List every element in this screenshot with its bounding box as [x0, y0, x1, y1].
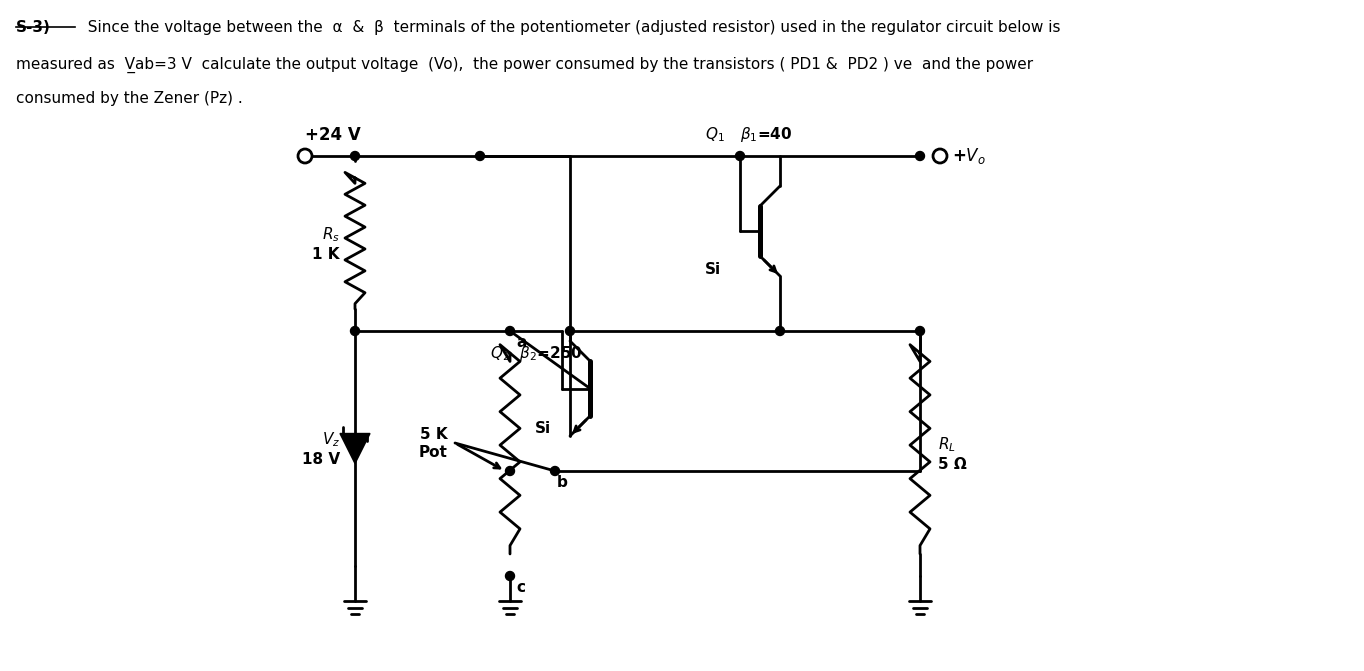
Polygon shape [340, 433, 370, 464]
Circle shape [506, 572, 514, 580]
Circle shape [297, 149, 312, 163]
Text: Si: Si [535, 421, 551, 436]
Text: a: a [516, 335, 527, 350]
Circle shape [915, 327, 925, 336]
Text: $Q_2$  $\beta_2$=250: $Q_2$ $\beta_2$=250 [490, 344, 582, 364]
Text: b: b [557, 475, 567, 490]
Text: +24 V: +24 V [306, 126, 360, 144]
Circle shape [566, 327, 574, 336]
Circle shape [915, 152, 925, 160]
Text: +$V_o$: +$V_o$ [952, 146, 986, 166]
Text: $V_z$
18 V: $V_z$ 18 V [301, 431, 340, 466]
Circle shape [776, 327, 784, 336]
Text: $R_L$
5 Ω: $R_L$ 5 Ω [938, 435, 967, 472]
Circle shape [506, 466, 514, 476]
Circle shape [476, 152, 484, 160]
Text: consumed by the Zener (Pz) .: consumed by the Zener (Pz) . [16, 91, 243, 105]
Circle shape [351, 327, 360, 336]
Text: $R_s$
1 K: $R_s$ 1 K [312, 225, 340, 262]
Text: S-3): S-3) [16, 20, 52, 35]
Circle shape [735, 152, 745, 160]
Circle shape [351, 152, 360, 160]
Circle shape [551, 466, 559, 476]
Text: Si: Si [705, 262, 722, 277]
Text: c: c [516, 580, 525, 595]
Text: Since the voltage between the  α  &  β  terminals of the potentiometer (adjusted: Since the voltage between the α & β term… [78, 20, 1060, 35]
Text: 5 K
Pot: 5 K Pot [419, 427, 447, 460]
Circle shape [506, 327, 514, 336]
Text: measured as  V̲ab=3 V  calculate the output voltage  (Vo),  the power consumed b: measured as V̲ab=3 V calculate the outpu… [16, 57, 1034, 73]
Circle shape [933, 149, 947, 163]
Text: $Q_1$   $\beta_1$=40: $Q_1$ $\beta_1$=40 [705, 125, 792, 144]
